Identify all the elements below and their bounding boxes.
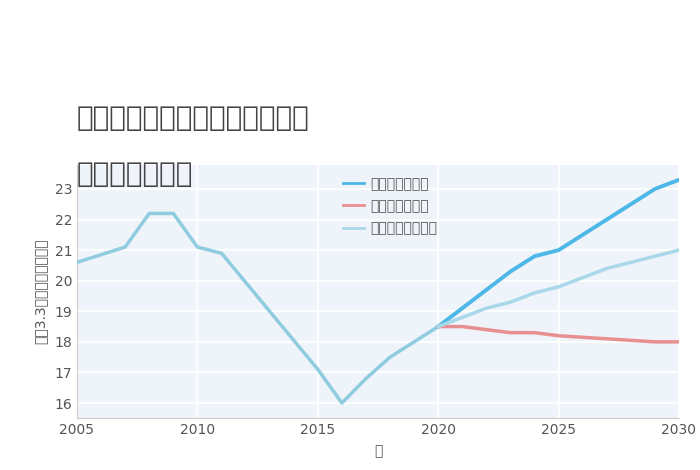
- Text: 土地の価格推移: 土地の価格推移: [77, 160, 193, 188]
- Text: 福岡県北九州市小倉南区南方の: 福岡県北九州市小倉南区南方の: [77, 103, 309, 132]
- Legend: グッドシナリオ, バッドシナリオ, ノーマルシナリオ: グッドシナリオ, バッドシナリオ, ノーマルシナリオ: [337, 172, 443, 241]
- Y-axis label: 坪（3.3㎡）単価（万円）: 坪（3.3㎡）単価（万円）: [34, 239, 48, 344]
- X-axis label: 年: 年: [374, 444, 382, 458]
